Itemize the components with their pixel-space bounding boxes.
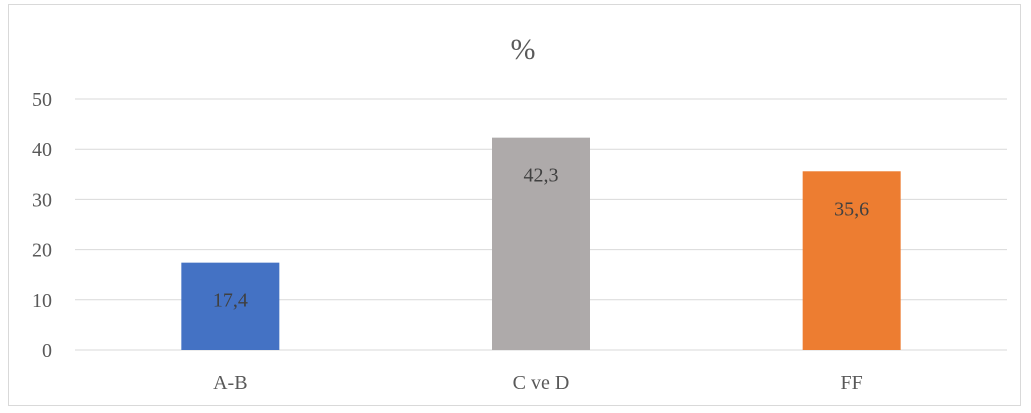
bar-1 (492, 137, 590, 350)
x-category-label: A-B (213, 372, 247, 394)
y-tick-label: 20 (32, 240, 52, 262)
y-tick-label: 0 (42, 340, 52, 362)
bar-0 (181, 262, 280, 350)
chart-title: % (511, 33, 536, 66)
y-tick-label: 30 (32, 189, 52, 211)
bar-2 (802, 171, 901, 350)
y-tick-label: 10 (32, 290, 52, 312)
data-label: 35,6 (834, 198, 869, 220)
data-label: 17,4 (213, 290, 248, 312)
x-axis-categories: A-B C ve D FF (213, 372, 863, 394)
y-tick-label: 50 (32, 89, 52, 111)
x-category-label: FF (841, 372, 863, 394)
x-category-label: C ve D (513, 372, 570, 394)
bars (181, 137, 901, 350)
y-tick-label: 40 (32, 139, 52, 161)
y-axis-ticks: 0 10 20 30 40 50 (32, 89, 52, 362)
data-label: 42,3 (524, 165, 559, 187)
data-labels: 17,4 42,3 35,6 (213, 165, 869, 312)
